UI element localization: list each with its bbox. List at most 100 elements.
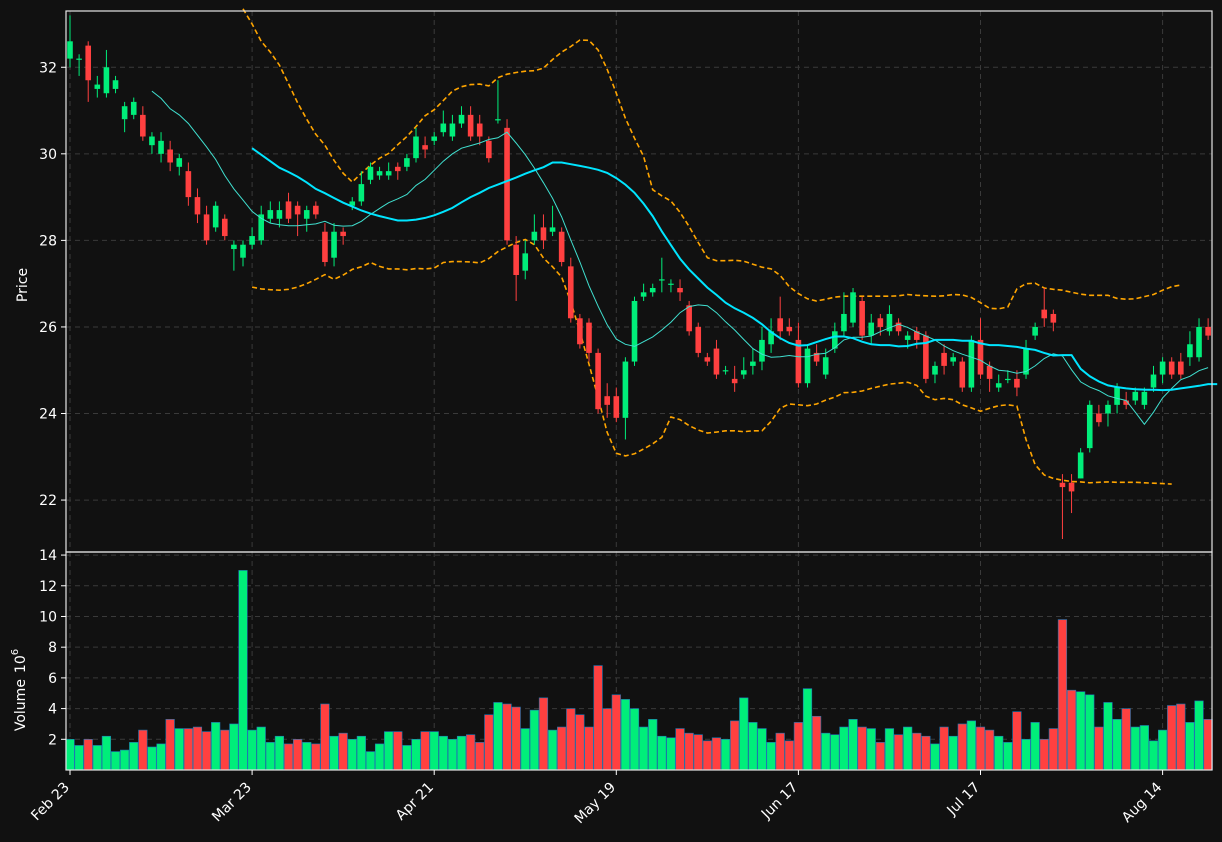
volume-bar xyxy=(757,728,767,771)
volume-bar xyxy=(966,720,976,771)
candle-body xyxy=(804,348,811,384)
volume-bar xyxy=(211,722,221,771)
volume-bar xyxy=(356,735,366,771)
volume-bar xyxy=(866,728,876,771)
candle-body xyxy=(404,158,410,167)
volume-bar xyxy=(475,742,485,771)
volume-bar xyxy=(557,726,567,771)
price-tick-label: 26 xyxy=(39,320,57,336)
candle-body xyxy=(158,140,164,154)
volume-bar xyxy=(429,731,439,771)
candle-body xyxy=(303,210,310,219)
price-axis-label: Price xyxy=(15,268,31,302)
candle-body xyxy=(349,201,356,206)
candle-body xyxy=(340,231,346,237)
candle-body xyxy=(713,348,720,375)
volume-tick-label: 2 xyxy=(48,732,57,748)
volume-bar xyxy=(110,751,121,771)
candle-body xyxy=(294,205,301,215)
volume-axis-label-text: Volume xyxy=(13,679,29,731)
volume-tick-label: 12 xyxy=(39,579,57,595)
volume-bar xyxy=(329,735,339,771)
volume-bar xyxy=(593,665,603,771)
volume-axis-unit: 10 xyxy=(13,655,29,673)
volume-tick-label: 8 xyxy=(48,640,57,656)
candle-body xyxy=(231,244,237,250)
candle-body xyxy=(567,266,574,319)
volume-bar xyxy=(657,735,667,771)
volume-bar xyxy=(739,697,749,771)
candle-body xyxy=(221,218,228,237)
volume-bar xyxy=(903,726,913,771)
volume-bar xyxy=(183,728,193,771)
candle-body xyxy=(1105,404,1111,414)
volume-bar xyxy=(912,732,922,771)
candle-body xyxy=(595,352,601,410)
volume-panel-frame xyxy=(65,551,1213,771)
volume-bar xyxy=(147,746,157,771)
volume-bar xyxy=(347,738,357,771)
volume-bar xyxy=(1112,719,1122,771)
candle-body xyxy=(1068,482,1075,492)
volume-tick-label: 6 xyxy=(48,671,57,687)
price-tick-label: 28 xyxy=(39,233,57,249)
volume-tick-label: 4 xyxy=(48,702,57,718)
volume-bar xyxy=(875,742,885,771)
volume-bar xyxy=(511,706,521,771)
volume-bar xyxy=(1194,700,1204,771)
candle-body xyxy=(731,378,738,384)
volume-bar xyxy=(1185,722,1195,771)
candle-body xyxy=(476,123,483,137)
volume-axis-ticks: 2 4 6 8 10 12 14 xyxy=(39,548,66,748)
volume-bar xyxy=(229,723,239,771)
candle-body xyxy=(558,231,565,263)
candle-body xyxy=(458,114,465,124)
candle-body xyxy=(331,231,337,258)
volume-bar xyxy=(957,723,967,771)
candle-body xyxy=(813,352,820,362)
candle-body xyxy=(413,136,419,159)
candle-body xyxy=(1059,482,1066,488)
volume-bar xyxy=(411,738,421,771)
volume-bar xyxy=(711,737,722,771)
candle-body xyxy=(786,326,793,332)
volume-bar xyxy=(893,734,904,771)
candle-body xyxy=(1096,413,1102,423)
candle-body xyxy=(1014,378,1020,388)
candle-body xyxy=(986,365,993,379)
volume-bar xyxy=(1203,719,1213,771)
candle-body xyxy=(313,205,319,215)
candle-body xyxy=(649,287,656,293)
candle-body xyxy=(631,300,638,362)
volume-bar xyxy=(793,722,803,771)
volume-bar xyxy=(702,740,712,771)
volume-bar xyxy=(129,742,139,771)
candle-body xyxy=(1196,326,1202,358)
candle-body xyxy=(140,114,146,137)
volume-bar xyxy=(192,726,203,771)
volume-bar xyxy=(1148,740,1159,771)
candle-body xyxy=(1005,378,1011,381)
candle-body xyxy=(1168,361,1175,375)
candle-body xyxy=(94,84,101,89)
candle-body xyxy=(103,67,110,94)
candle-body xyxy=(504,127,510,241)
volume-bar xyxy=(247,729,257,771)
volume-bar xyxy=(1139,725,1149,771)
volume-bar xyxy=(283,743,294,771)
volume-bar xyxy=(730,720,740,771)
candle-body xyxy=(668,283,674,285)
candle-body xyxy=(495,119,501,121)
candle-body xyxy=(1086,404,1093,449)
volume-bar xyxy=(238,570,248,771)
volume-bar xyxy=(201,731,212,771)
candle-body xyxy=(513,244,519,276)
volume-bar xyxy=(92,745,102,771)
volume-bar xyxy=(384,731,394,771)
candle-body xyxy=(176,158,183,167)
volume-bar xyxy=(994,735,1004,771)
volume-tick-label: 10 xyxy=(39,609,57,625)
volume-bar xyxy=(374,743,385,771)
volume-bar xyxy=(165,719,175,771)
